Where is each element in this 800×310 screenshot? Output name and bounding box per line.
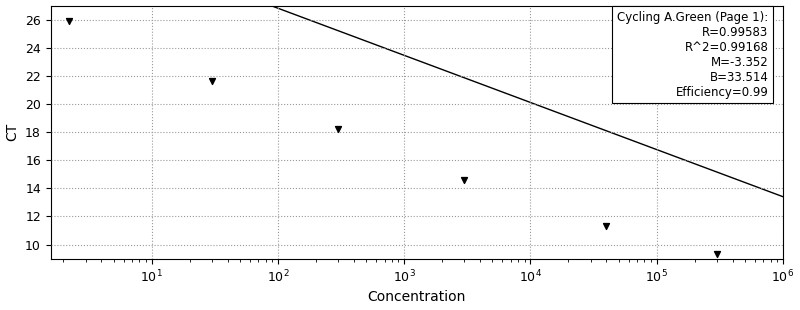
Point xyxy=(332,127,345,132)
Point xyxy=(600,224,613,229)
Point xyxy=(206,79,218,84)
Text: Cycling A.Green (Page 1):
R=0.99583
R^2=0.99168
M=-3.352
B=33.514
Efficiency=0.9: Cycling A.Green (Page 1): R=0.99583 R^2=… xyxy=(617,11,768,99)
Point xyxy=(710,252,723,257)
Point xyxy=(62,19,75,24)
Point xyxy=(458,177,471,182)
X-axis label: Concentration: Concentration xyxy=(368,290,466,304)
Y-axis label: CT: CT xyxy=(6,123,19,141)
